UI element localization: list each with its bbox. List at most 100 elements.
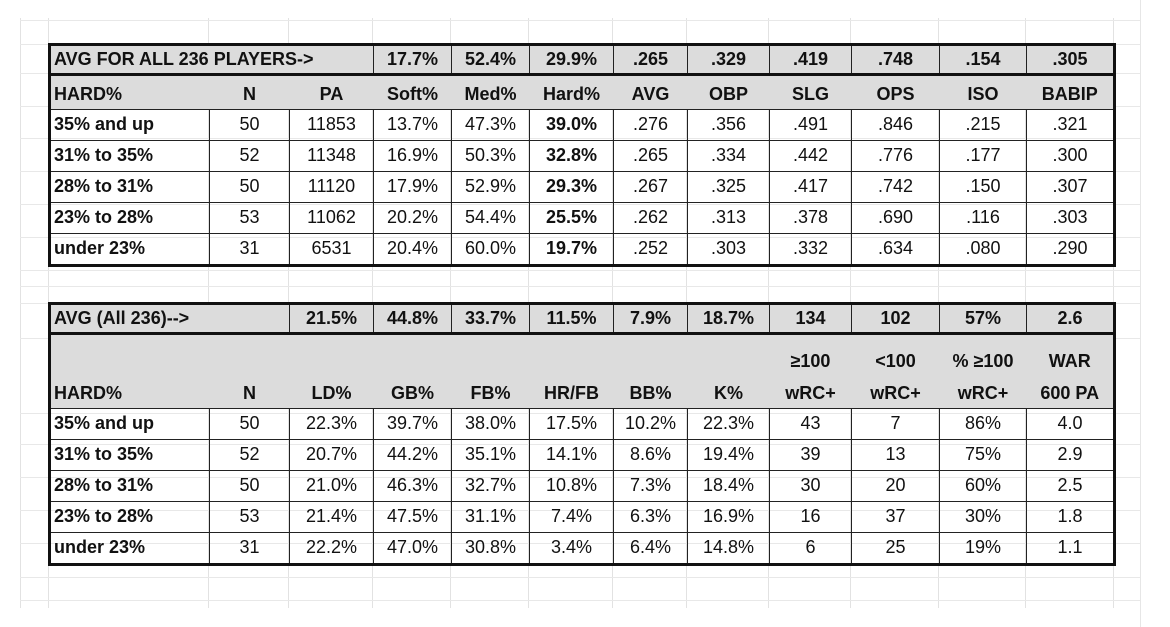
- header-line-2: BB%: [629, 383, 672, 404]
- table-cell: 6531: [289, 233, 374, 266]
- table-cell: 1.1: [1026, 532, 1115, 565]
- table-cell: .215: [939, 109, 1027, 141]
- header-line-2: wRC+: [870, 383, 921, 404]
- table-cell: .690: [851, 202, 940, 234]
- average-value: .305: [1026, 44, 1115, 76]
- table-cell: 2.9: [1026, 439, 1115, 471]
- table-cell: 22.3%: [687, 408, 770, 440]
- average-value: .748: [851, 44, 940, 76]
- row-label: 28% to 31%: [49, 171, 210, 203]
- header-line-1: [293, 352, 371, 374]
- table-cell: 6.3%: [613, 501, 688, 533]
- column-header: ≥100 wRC+: [769, 333, 852, 409]
- table-cell: .150: [939, 171, 1027, 203]
- table-cell: .303: [687, 233, 770, 266]
- table-cell: 29.3%: [529, 171, 614, 203]
- table-cell: 32.8%: [529, 140, 614, 172]
- table-cell: 22.3%: [289, 408, 374, 440]
- table-cell: 3.4%: [529, 532, 614, 565]
- table-cell: 25.5%: [529, 202, 614, 234]
- table-cell: 50: [209, 408, 290, 440]
- table-cell: 7.3%: [613, 470, 688, 502]
- average-value: 17.7%: [373, 44, 452, 76]
- column-header: % ≥100 wRC+: [939, 333, 1027, 409]
- table-cell: 47.3%: [451, 109, 530, 141]
- average-value: 134: [769, 303, 852, 335]
- row-label: 35% and up: [49, 109, 210, 141]
- column-header: LD%: [289, 333, 374, 409]
- table-cell: .265: [613, 140, 688, 172]
- table-cell: 52: [209, 439, 290, 471]
- table-cell: 16: [769, 501, 852, 533]
- row-label: 23% to 28%: [49, 202, 210, 234]
- table-cell: 50.3%: [451, 140, 530, 172]
- grid-line: [20, 20, 1140, 21]
- table-cell: 54.4%: [451, 202, 530, 234]
- table-cell: 11348: [289, 140, 374, 172]
- table-cell: .776: [851, 140, 940, 172]
- row-label: 31% to 35%: [49, 140, 210, 172]
- table-row: 28% to 31% 50 11120 17.9% 52.9% 29.3% .267.325…: [49, 171, 1115, 203]
- row-label: 35% and up: [49, 408, 210, 440]
- column-header: GB%: [373, 333, 452, 409]
- grid-line: [20, 600, 1140, 601]
- table-cell: 22.2%: [289, 532, 374, 565]
- grid-line: [20, 270, 1140, 271]
- hard-pct-batted-ball-table: AVG (All 236)--> 21.5% 44.8% 33.7% 11.5% 7.9%…: [48, 302, 1116, 566]
- table-cell: 75%: [939, 439, 1027, 471]
- table-cell: 44.2%: [373, 439, 452, 471]
- table-cell: 52.9%: [451, 171, 530, 203]
- header-line-2: K%: [713, 383, 743, 404]
- table-cell: .634: [851, 233, 940, 266]
- column-header: HARD%: [49, 74, 210, 110]
- table-cell: .417: [769, 171, 852, 203]
- row-label: 23% to 28%: [49, 501, 210, 533]
- average-value: 2.6: [1026, 303, 1115, 335]
- table-cell: 14.8%: [687, 532, 770, 565]
- table-cell: 6.4%: [613, 532, 688, 565]
- row-label: 28% to 31%: [49, 470, 210, 502]
- header-line-1: [691, 352, 767, 374]
- column-header: Med%: [451, 74, 530, 110]
- table-cell: 11062: [289, 202, 374, 234]
- table-cell: 10.2%: [613, 408, 688, 440]
- table-cell: 60%: [939, 470, 1027, 502]
- table-cell: 20: [851, 470, 940, 502]
- column-header: FB%: [451, 333, 530, 409]
- table-cell: 19.4%: [687, 439, 770, 471]
- table-cell: 17.5%: [529, 408, 614, 440]
- table-cell: 7: [851, 408, 940, 440]
- column-header: BABIP: [1026, 74, 1115, 110]
- average-row: AVG (All 236)--> 21.5% 44.8% 33.7% 11.5% 7.9%…: [49, 303, 1115, 335]
- header-line-1: [455, 352, 527, 374]
- header-line-1: % ≥100: [952, 351, 1014, 372]
- table-cell: .177: [939, 140, 1027, 172]
- table-cell: .356: [687, 109, 770, 141]
- table-row: 31% to 35% 52 20.7% 44.2% 35.1% 14.1% 8.6% 19.4…: [49, 439, 1115, 471]
- column-header: SLG: [769, 74, 852, 110]
- table-cell: .290: [1026, 233, 1115, 266]
- average-value: 44.8%: [373, 303, 452, 335]
- table-cell: 8.6%: [613, 439, 688, 471]
- average-value: 102: [851, 303, 940, 335]
- table-cell: .846: [851, 109, 940, 141]
- table-cell: .491: [769, 109, 852, 141]
- table-cell: 60.0%: [451, 233, 530, 266]
- table-cell: 11853: [289, 109, 374, 141]
- header-line-1: ≥100: [790, 351, 831, 372]
- header-row: HARD% N LD% GB% FB% HR/FB BB% K% ≥100 wRC+ <100 wRC…: [49, 333, 1115, 409]
- table-row: 28% to 31% 50 21.0% 46.3% 32.7% 10.8% 7.3% 18.4…: [49, 470, 1115, 502]
- row-label: 31% to 35%: [49, 439, 210, 471]
- table-cell: .334: [687, 140, 770, 172]
- table-cell: 53: [209, 501, 290, 533]
- column-header: N: [209, 333, 290, 409]
- table-cell: 18.4%: [687, 470, 770, 502]
- grid-line: [20, 577, 1140, 578]
- column-header: K%: [687, 333, 770, 409]
- table-row: 23% to 28% 53 11062 20.2% 54.4% 25.5% .262.313…: [49, 202, 1115, 234]
- table-cell: 47.5%: [373, 501, 452, 533]
- header-line-2: 600 PA: [1040, 383, 1100, 404]
- header-line-1: [54, 352, 207, 374]
- average-value: .265: [613, 44, 688, 76]
- table-row: under 23% 31 22.2% 47.0% 30.8% 3.4% 6.4% 14.8% 6…: [49, 532, 1115, 565]
